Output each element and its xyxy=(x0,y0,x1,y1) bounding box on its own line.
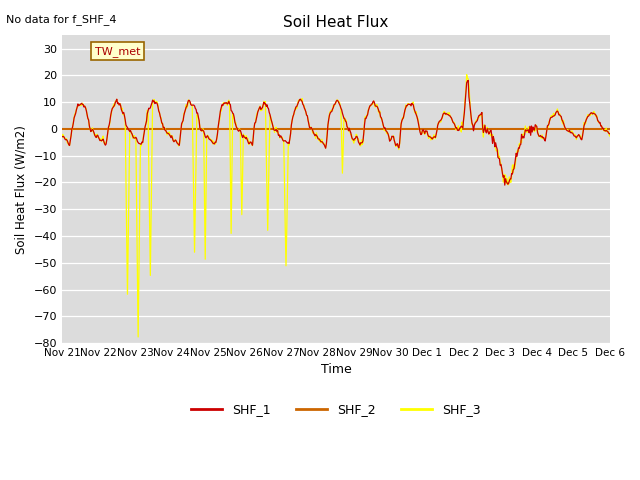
Text: TW_met: TW_met xyxy=(95,46,140,57)
Y-axis label: Soil Heat Flux (W/m2): Soil Heat Flux (W/m2) xyxy=(15,125,28,253)
Legend: SHF_1, SHF_2, SHF_3: SHF_1, SHF_2, SHF_3 xyxy=(186,398,486,421)
Text: No data for f_SHF_4: No data for f_SHF_4 xyxy=(6,14,117,25)
Title: Soil Heat Flux: Soil Heat Flux xyxy=(284,15,388,30)
X-axis label: Time: Time xyxy=(321,363,351,376)
